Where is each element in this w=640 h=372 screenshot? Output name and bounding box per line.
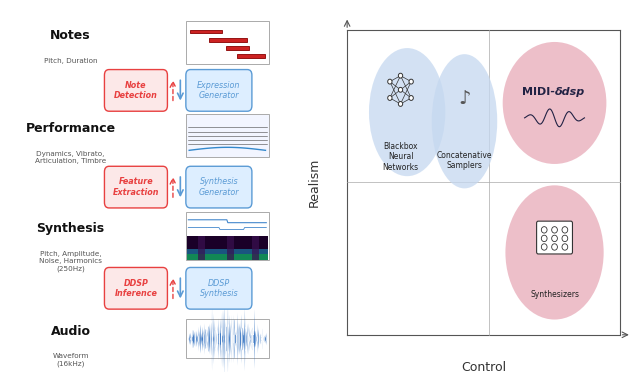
FancyBboxPatch shape (104, 166, 168, 208)
FancyBboxPatch shape (187, 214, 268, 236)
FancyBboxPatch shape (186, 267, 252, 309)
FancyBboxPatch shape (226, 46, 249, 50)
FancyBboxPatch shape (186, 166, 252, 208)
Circle shape (398, 87, 403, 92)
Text: Realism: Realism (307, 158, 321, 207)
Circle shape (541, 244, 547, 250)
Ellipse shape (502, 42, 606, 164)
FancyBboxPatch shape (187, 249, 268, 254)
Text: MIDI-: MIDI- (522, 87, 554, 97)
Text: δdsp: δdsp (554, 87, 585, 97)
FancyBboxPatch shape (187, 237, 268, 260)
Circle shape (562, 235, 568, 242)
Text: Note
Detection: Note Detection (114, 81, 158, 100)
FancyBboxPatch shape (186, 70, 252, 111)
FancyBboxPatch shape (536, 221, 572, 254)
FancyBboxPatch shape (190, 29, 221, 33)
FancyBboxPatch shape (186, 319, 269, 358)
Circle shape (562, 227, 568, 233)
Circle shape (552, 235, 557, 242)
Text: Audio: Audio (51, 325, 91, 337)
FancyBboxPatch shape (186, 21, 269, 64)
Text: DDSP
Inference: DDSP Inference (115, 279, 157, 298)
FancyBboxPatch shape (104, 267, 168, 309)
FancyBboxPatch shape (186, 114, 269, 157)
Ellipse shape (369, 48, 445, 176)
FancyBboxPatch shape (198, 237, 205, 260)
Circle shape (409, 96, 413, 100)
Circle shape (541, 227, 547, 233)
Circle shape (552, 244, 557, 250)
Text: Waveform
(16kHz): Waveform (16kHz) (52, 353, 89, 367)
Circle shape (388, 79, 392, 84)
FancyBboxPatch shape (187, 253, 268, 260)
FancyBboxPatch shape (186, 212, 269, 260)
Text: Blackbox
Neural
Networks: Blackbox Neural Networks (383, 142, 419, 172)
Text: Control: Control (461, 361, 506, 372)
Circle shape (409, 79, 413, 84)
Circle shape (541, 235, 547, 242)
Circle shape (388, 96, 392, 100)
Text: Synthesizers: Synthesizers (530, 290, 579, 299)
Circle shape (562, 244, 568, 250)
Text: Dynamics, Vibrato,
Articulation, Timbre: Dynamics, Vibrato, Articulation, Timbre (35, 151, 106, 164)
FancyBboxPatch shape (252, 237, 259, 260)
Text: Synthesis
Generator: Synthesis Generator (198, 177, 239, 197)
Text: Pitch, Amplitude,
Noise, Harmonics
(250Hz): Pitch, Amplitude, Noise, Harmonics (250H… (39, 251, 102, 272)
Text: ♪: ♪ (458, 89, 471, 109)
Circle shape (398, 102, 403, 106)
FancyBboxPatch shape (104, 70, 168, 111)
Text: Feature
Extraction: Feature Extraction (113, 177, 159, 197)
FancyBboxPatch shape (237, 54, 266, 58)
Text: DDSP
Synthesis: DDSP Synthesis (200, 279, 238, 298)
FancyBboxPatch shape (209, 38, 247, 42)
Text: Concatenative
Samplers: Concatenative Samplers (436, 151, 492, 170)
Circle shape (552, 227, 557, 233)
Text: Expression
Generator: Expression Generator (197, 81, 241, 100)
Text: Performance: Performance (26, 122, 116, 135)
Text: Synthesis: Synthesis (36, 222, 105, 235)
Ellipse shape (506, 185, 604, 320)
Text: Notes: Notes (51, 29, 91, 42)
Text: Pitch, Duration: Pitch, Duration (44, 58, 97, 64)
Circle shape (398, 73, 403, 78)
Ellipse shape (432, 54, 497, 188)
FancyBboxPatch shape (227, 237, 234, 260)
